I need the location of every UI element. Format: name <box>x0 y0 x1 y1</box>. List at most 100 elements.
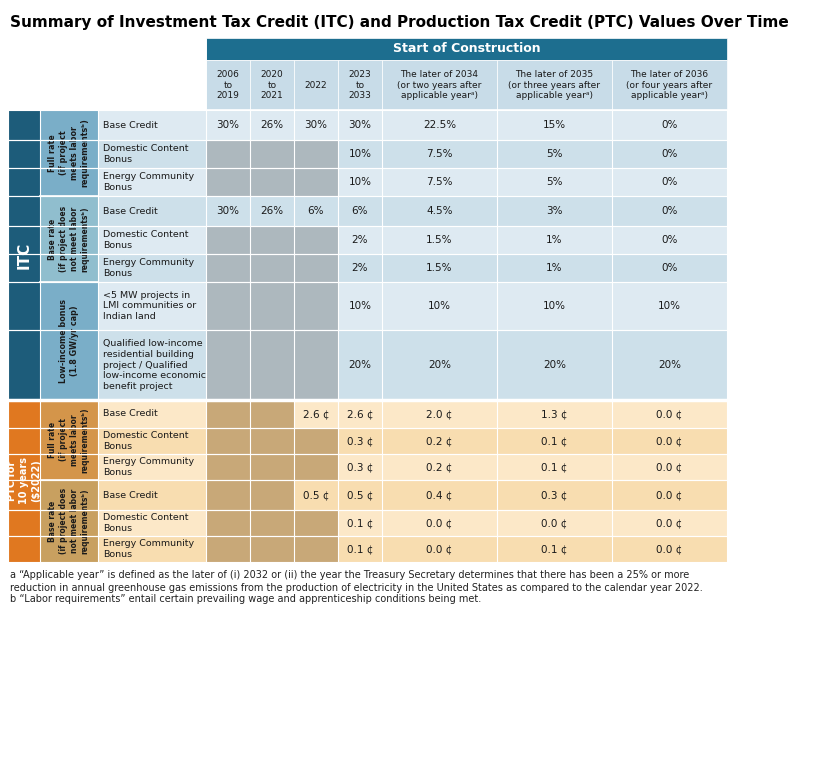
Bar <box>250 480 294 510</box>
Text: 2023
to
2033: 2023 to 2033 <box>348 69 371 101</box>
Text: 2.6 ¢: 2.6 ¢ <box>346 409 373 419</box>
Text: 0.5 ¢: 0.5 ¢ <box>302 490 328 500</box>
Text: 0%: 0% <box>660 206 676 216</box>
Bar <box>8 196 726 226</box>
Bar <box>294 254 337 282</box>
Bar <box>40 480 98 562</box>
Text: 2.0 ¢: 2.0 ¢ <box>426 409 452 419</box>
Text: 0.3 ¢: 0.3 ¢ <box>346 436 373 446</box>
Text: 10%: 10% <box>542 301 565 311</box>
Bar <box>8 400 40 562</box>
Bar <box>206 536 250 562</box>
Text: 0%: 0% <box>660 149 676 159</box>
Text: PTC for
10 years
($2022): PTC for 10 years ($2022) <box>7 458 41 505</box>
Bar <box>206 428 250 454</box>
Text: <5 MW projects in
LMI communities or
Indian land: <5 MW projects in LMI communities or Ind… <box>103 291 196 321</box>
Text: 0.1 ¢: 0.1 ¢ <box>541 462 567 472</box>
Text: Summary of Investment Tax Credit (ITC) and Production Tax Credit (PTC) Values Ov: Summary of Investment Tax Credit (ITC) a… <box>10 15 788 30</box>
Text: Energy Community
Bonus: Energy Community Bonus <box>103 539 194 559</box>
Bar <box>294 454 337 480</box>
Bar <box>250 254 294 282</box>
Bar <box>206 510 250 536</box>
Text: 0.5 ¢: 0.5 ¢ <box>346 490 373 500</box>
Bar <box>250 226 294 254</box>
Bar <box>8 110 40 400</box>
Text: 1%: 1% <box>545 263 562 273</box>
Text: Domestic Content
Bonus: Domestic Content Bonus <box>103 431 188 451</box>
Bar <box>250 536 294 562</box>
Text: Domestic Content
Bonus: Domestic Content Bonus <box>103 513 188 533</box>
Text: 2006
to
2019: 2006 to 2019 <box>216 69 239 101</box>
Text: Base rate
(if project does
not meet labor
requirementsᵇ): Base rate (if project does not meet labo… <box>48 488 89 554</box>
Bar <box>8 536 726 562</box>
Text: The later of 2035
(or three years after
applicable yearᵃ): The later of 2035 (or three years after … <box>508 69 600 101</box>
Bar <box>382 60 496 110</box>
Text: 7.5%: 7.5% <box>426 177 452 187</box>
Text: Base rate
(if project does
not meet labor
requirementsᵇ): Base rate (if project does not meet labo… <box>48 206 89 272</box>
Text: b “Labor requirements” entail certain prevailing wage and apprenticeship conditi: b “Labor requirements” entail certain pr… <box>10 594 481 604</box>
Text: a “Applicable year” is defined as the later of (i) 2032 or (ii) the year the Tre: a “Applicable year” is defined as the la… <box>10 570 702 594</box>
Text: 2%: 2% <box>351 235 368 245</box>
Text: Energy Community
Bonus: Energy Community Bonus <box>103 172 194 192</box>
Text: 6%: 6% <box>307 206 324 216</box>
Text: 15%: 15% <box>542 120 565 130</box>
Bar <box>206 109 726 110</box>
Text: 20%: 20% <box>542 360 565 370</box>
Text: Base Credit: Base Credit <box>103 410 157 419</box>
Text: 26%: 26% <box>260 120 283 130</box>
Bar <box>8 226 726 254</box>
Bar <box>206 140 250 168</box>
Bar <box>294 428 337 454</box>
Text: 1.5%: 1.5% <box>426 263 452 273</box>
Text: 0.4 ¢: 0.4 ¢ <box>426 490 452 500</box>
Text: 0.0 ¢: 0.0 ¢ <box>426 518 452 528</box>
Bar <box>206 454 250 480</box>
Bar <box>250 454 294 480</box>
Bar <box>250 400 294 428</box>
Text: 30%: 30% <box>304 120 327 130</box>
Bar <box>8 480 726 510</box>
Text: 6%: 6% <box>351 206 368 216</box>
Text: 5%: 5% <box>545 177 562 187</box>
Bar <box>250 330 294 400</box>
Bar <box>337 60 382 110</box>
Bar <box>206 282 250 330</box>
Bar <box>611 60 726 110</box>
Bar <box>8 140 726 168</box>
Text: 26%: 26% <box>260 206 283 216</box>
Bar <box>40 282 98 400</box>
Text: 0.0 ¢: 0.0 ¢ <box>426 544 452 554</box>
Text: 0.0 ¢: 0.0 ¢ <box>655 462 681 472</box>
Text: 20%: 20% <box>428 360 450 370</box>
Text: The later of 2036
(or four years after
applicable yearᵃ): The later of 2036 (or four years after a… <box>626 69 712 101</box>
Text: 0.2 ¢: 0.2 ¢ <box>426 436 452 446</box>
Text: 0.2 ¢: 0.2 ¢ <box>426 462 452 472</box>
Bar <box>294 168 337 196</box>
Bar <box>294 330 337 400</box>
Text: 0.0 ¢: 0.0 ¢ <box>655 544 681 554</box>
Text: 22.5%: 22.5% <box>423 120 455 130</box>
Text: 0%: 0% <box>660 263 676 273</box>
Bar <box>8 38 206 110</box>
Text: 10%: 10% <box>428 301 450 311</box>
Text: Base Credit: Base Credit <box>103 207 157 215</box>
Text: 30%: 30% <box>348 120 371 130</box>
Bar <box>206 330 250 400</box>
Text: Full rate
(if project
meets labor
requirementsᵇ): Full rate (if project meets labor requir… <box>48 119 89 187</box>
Text: Energy Community
Bonus: Energy Community Bonus <box>103 457 194 477</box>
Text: Qualified low-income
residential building
project / Qualified
low-income economi: Qualified low-income residential buildin… <box>103 339 206 391</box>
Bar <box>294 536 337 562</box>
Text: ITC: ITC <box>16 241 31 268</box>
Text: 0.0 ¢: 0.0 ¢ <box>655 518 681 528</box>
Bar <box>294 282 337 330</box>
Bar <box>206 254 250 282</box>
Bar <box>294 60 337 110</box>
Bar <box>250 168 294 196</box>
Text: 10%: 10% <box>657 301 680 311</box>
Bar <box>206 168 250 196</box>
Text: 1%: 1% <box>545 235 562 245</box>
Text: 0.1 ¢: 0.1 ¢ <box>541 436 567 446</box>
Bar <box>206 38 726 60</box>
Bar <box>8 110 726 140</box>
Bar <box>8 282 726 330</box>
